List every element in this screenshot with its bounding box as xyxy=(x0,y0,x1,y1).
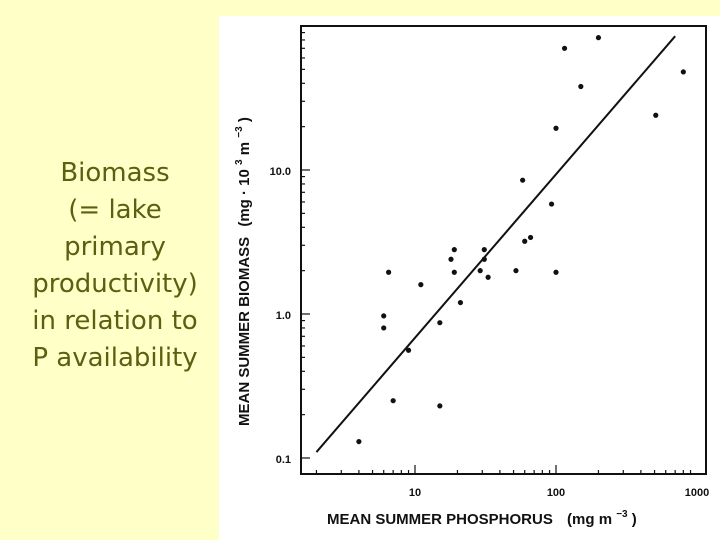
x-tick-label: 100 xyxy=(547,487,565,499)
data-point xyxy=(405,347,412,353)
caption-line: (= lake xyxy=(68,195,162,225)
y-axis-unit-close: ) xyxy=(236,117,253,122)
x-axis-unit-close: ) xyxy=(632,511,637,528)
data-point xyxy=(481,256,487,262)
data-point xyxy=(437,320,443,326)
data-point xyxy=(680,69,686,75)
y-tick-label: 10.0 xyxy=(270,166,291,178)
caption-line: P availability xyxy=(32,343,198,373)
y-axis-unit: (mg · 10 xyxy=(236,169,253,227)
data-point xyxy=(553,269,559,275)
biomass-phosphorus-chart: 0.1 1.0 10.0 10 100 1000 MEAN SUMMER BIOMASS … xyxy=(229,25,709,528)
x-axis-label: MEAN SUMMER PHOSPHORUS (mg m −3 ) xyxy=(327,504,637,528)
scatter-figure: 0.1 1.0 10.0 10 100 1000 MEAN SUMMER BIOMASS … xyxy=(219,16,720,540)
data-point xyxy=(485,274,491,280)
data-point xyxy=(548,201,555,207)
x-axis-unit-exp: −3 xyxy=(616,509,628,520)
data-point xyxy=(381,325,387,331)
data-point xyxy=(451,247,457,253)
data-point xyxy=(553,125,559,131)
data-point xyxy=(513,268,519,274)
x-axis-title: MEAN SUMMER PHOSPHORUS xyxy=(327,511,553,528)
data-point xyxy=(595,35,602,41)
data-point xyxy=(448,256,454,262)
data-point xyxy=(561,45,568,51)
data-point xyxy=(578,83,584,90)
data-point xyxy=(522,238,528,244)
data-point xyxy=(457,299,464,306)
x-tick-label: 10 xyxy=(409,487,421,499)
data-point xyxy=(481,247,487,253)
y-axis-unit-exp2: −3 xyxy=(234,126,245,138)
data-point xyxy=(381,313,387,319)
data-point xyxy=(477,268,483,274)
caption-line: primary xyxy=(64,232,166,262)
data-point xyxy=(520,177,526,183)
data-point xyxy=(356,438,362,445)
x-tick-label: 1000 xyxy=(685,487,709,499)
caption-line: productivity) xyxy=(32,269,198,299)
y-axis-unit-exp1: 3 xyxy=(234,159,245,165)
y-tick-label: 0.1 xyxy=(276,454,291,466)
y-axis-label: MEAN SUMMER BIOMASS (mg · 10 3 m −3 ) xyxy=(229,117,253,426)
regression-line xyxy=(315,35,676,453)
caption-line: Biomass xyxy=(60,158,170,188)
y-axis-unit-m: m xyxy=(236,142,253,155)
y-axis-title: MEAN SUMMER BIOMASS xyxy=(236,237,253,426)
slide-caption: Biomass (= lake primary productivity) in rel… xyxy=(10,155,220,377)
data-point xyxy=(386,269,392,275)
data-point xyxy=(390,398,396,404)
svg-text:MEAN SUMMER BIOMASS (m: MEAN SUMMER BIOMASS (mg · 10 3 m −3 ) xyxy=(229,117,253,426)
data-point xyxy=(437,403,443,409)
x-axis-unit: (mg m xyxy=(567,511,612,528)
data-point xyxy=(653,112,659,118)
data-point xyxy=(451,269,457,275)
data-point xyxy=(527,234,534,241)
data-point xyxy=(418,282,424,288)
caption-line: in relation to xyxy=(32,306,198,336)
plot-frame xyxy=(300,25,707,475)
y-tick-label: 1.0 xyxy=(276,310,291,322)
